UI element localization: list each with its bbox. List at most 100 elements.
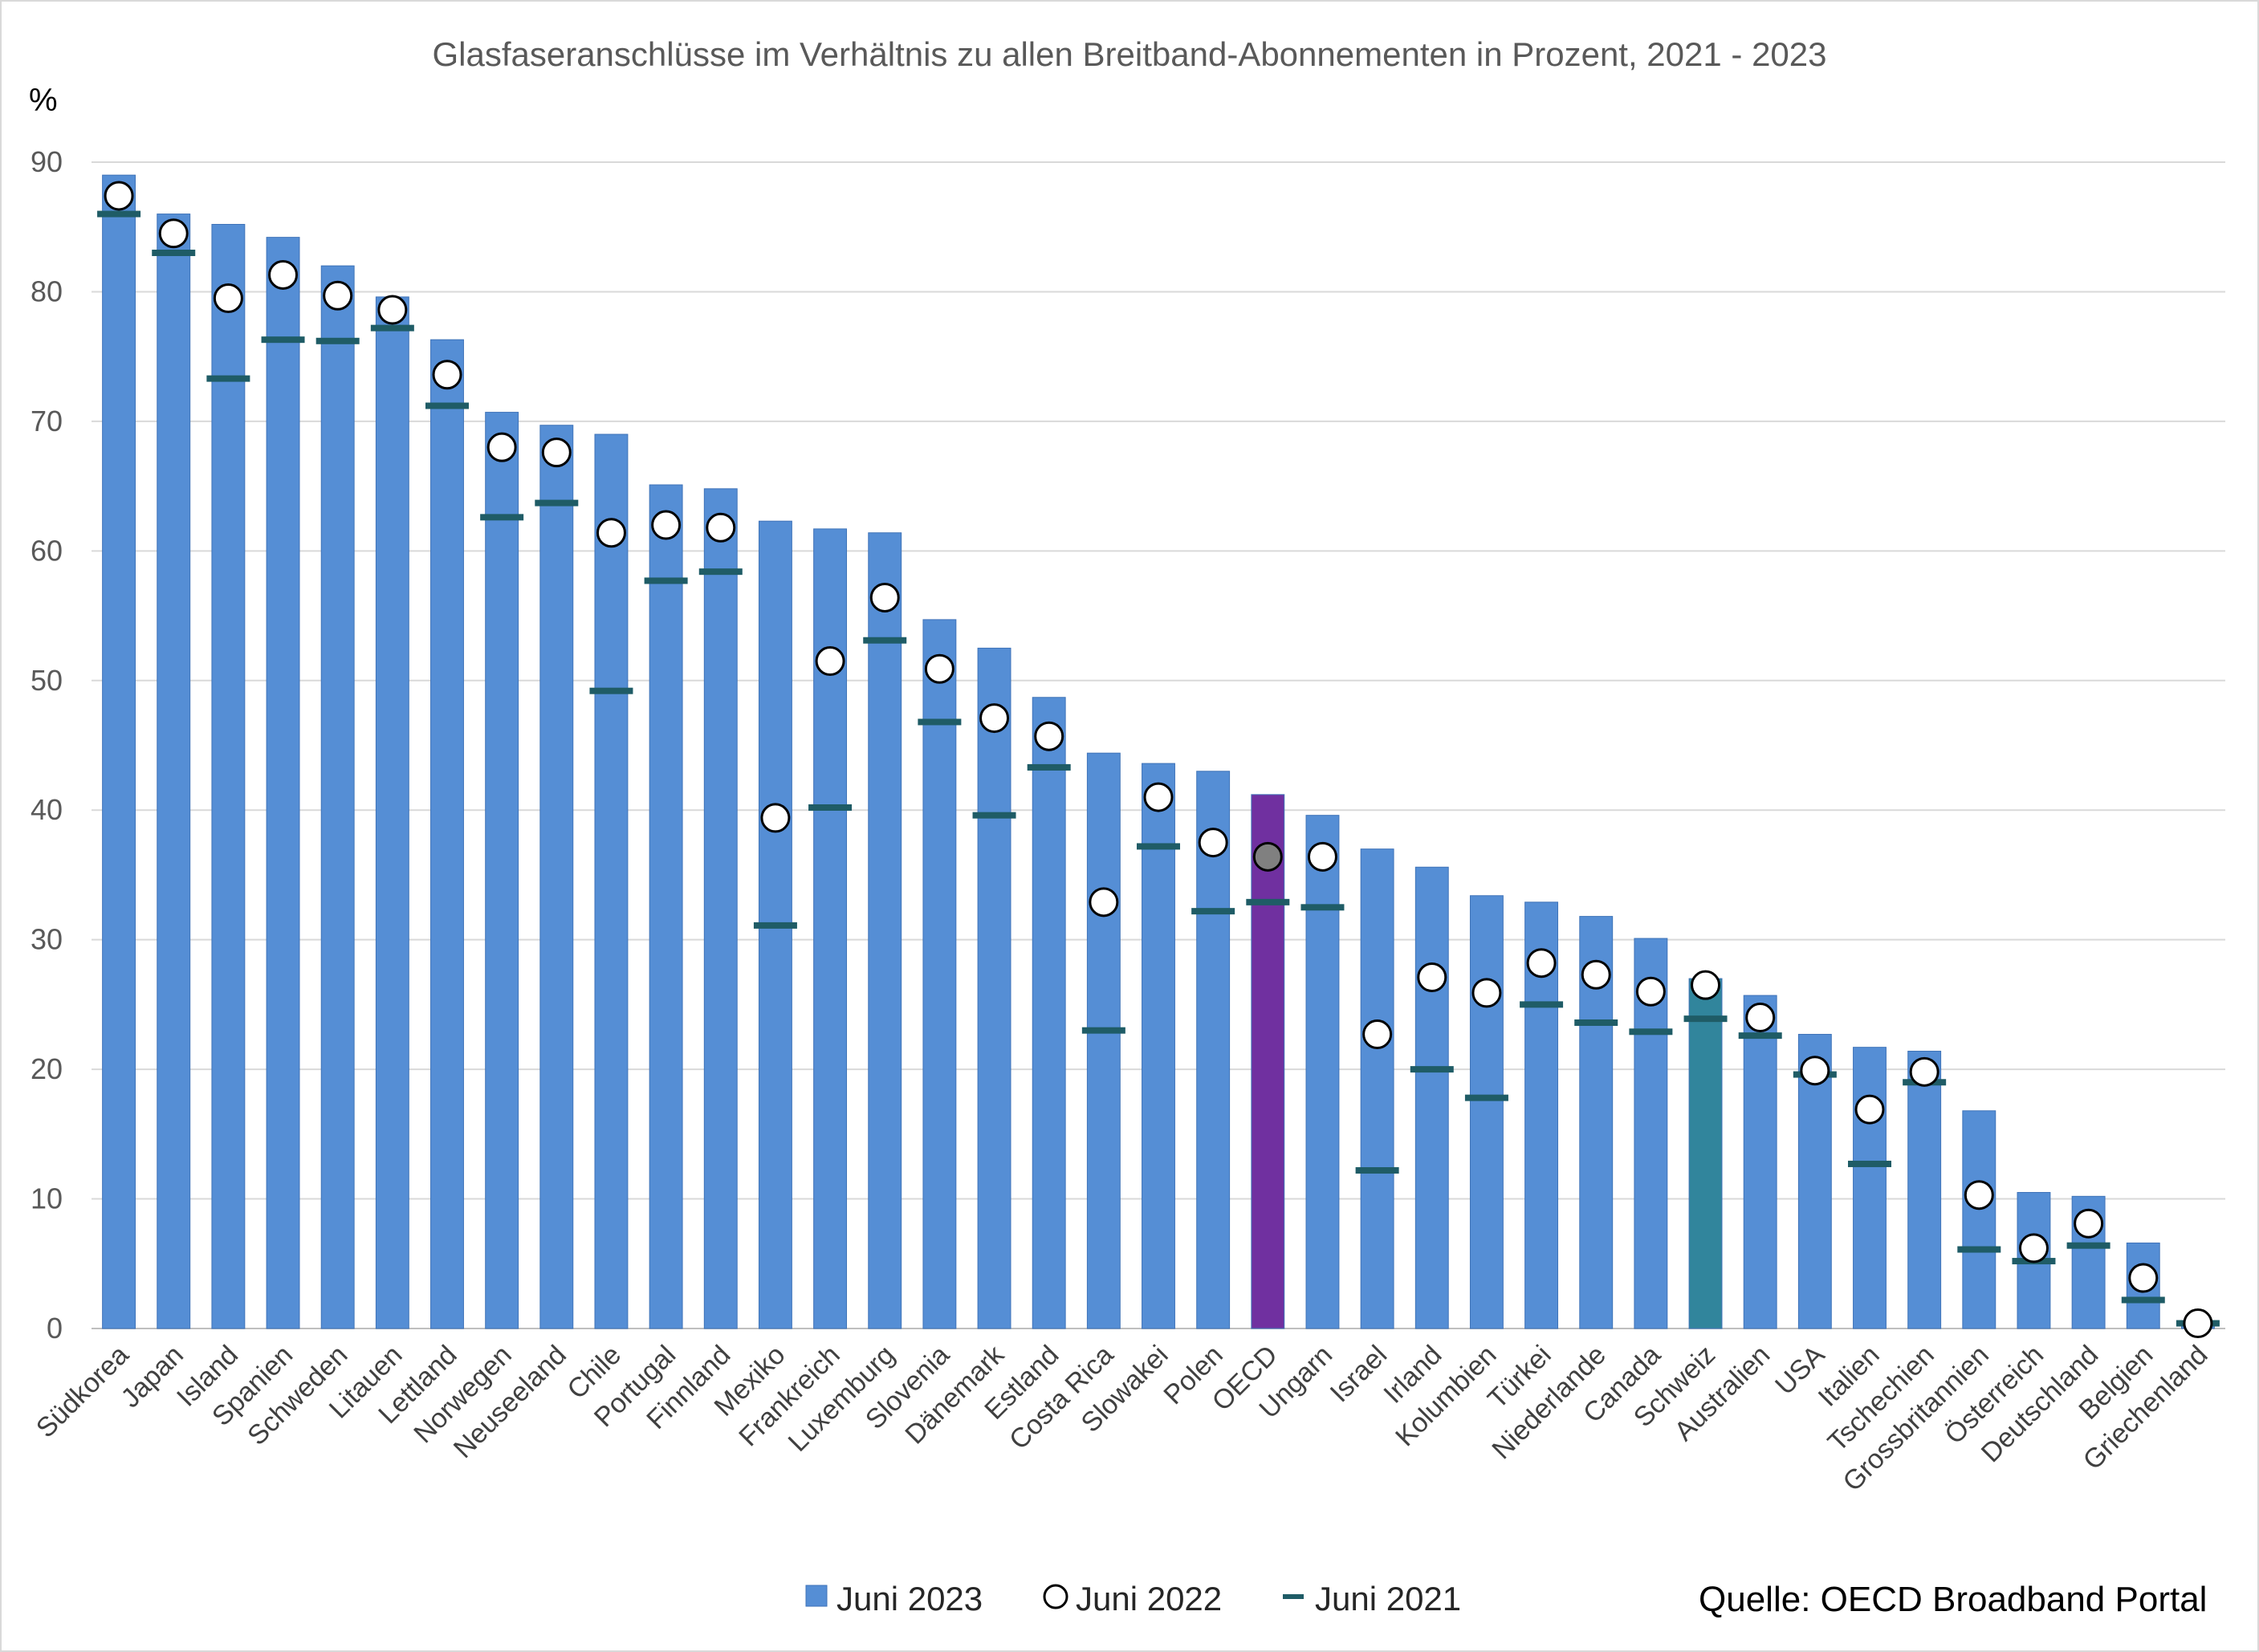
bar-schweden (320, 265, 355, 1329)
legend-swatch-juni-2022 (1043, 1584, 1068, 1609)
y-tick-label-90: 90 (31, 145, 63, 178)
dash-2021-schweden (315, 337, 360, 344)
bar-costa-rica (1086, 752, 1121, 1329)
dash-2021-kolumbien (1464, 1094, 1508, 1101)
circle-2022-irland (1417, 962, 1447, 992)
bar-schweiz (1688, 978, 1723, 1329)
y-axis-unit: % (29, 83, 58, 118)
markers-juni-2022 (104, 181, 2213, 1339)
circle-2022-polen (1198, 828, 1228, 858)
y-axis-ticks: 0 10 20 30 40 50 60 70 80 90 (31, 145, 63, 1345)
x-label-israel: Israel (1325, 1340, 1394, 1409)
bar-slowakei (1142, 763, 1175, 1329)
bar-oecd (1251, 794, 1285, 1329)
circle-2022-finnland (706, 512, 736, 543)
circle-2022-belgien (2128, 1263, 2159, 1293)
circle-2022-schweden (323, 280, 353, 311)
circle-2022-mexiko (760, 803, 791, 833)
legend-label-juni-2022: Juni 2022 (1076, 1580, 1222, 1617)
dash-2021-oecd (1246, 898, 1290, 905)
y-tick-label-50: 50 (31, 664, 63, 697)
bar-grossbritannien (1962, 1110, 1996, 1329)
circle-2022-canada (1635, 976, 1666, 1007)
circle-2022-ungarn (1307, 841, 1337, 872)
bar-irland (1414, 866, 1449, 1329)
dash-2021-slovenia (918, 718, 962, 726)
dash-2021-chile (589, 687, 633, 694)
dash-2021-danemark (972, 812, 1016, 819)
bar-island (211, 223, 246, 1329)
dash-2021-japan (152, 250, 196, 257)
legend-label-juni-2023: Juni 2023 (836, 1580, 983, 1617)
circle-2022-deutschland (2074, 1208, 2104, 1239)
circle-2022-slowakei (1143, 782, 1174, 812)
x-label-japan: Japan (116, 1340, 189, 1414)
bar-finnland (703, 488, 738, 1329)
legend-swatch-juni-2023 (805, 1585, 828, 1607)
dash-2021-canada (1629, 1028, 1673, 1036)
bar-slovenia (922, 619, 957, 1329)
circle-2022-tschechien (1909, 1056, 1939, 1087)
dash-2021-australien (1738, 1032, 1782, 1040)
circle-2022-frankreich (815, 646, 845, 677)
dash-2021-lettland (425, 402, 469, 409)
dash-2021-mexiko (753, 922, 797, 929)
circle-2022-litauen (377, 295, 408, 325)
y-tick-label-10: 10 (31, 1182, 63, 1215)
circle-2022-sudkorea (104, 181, 134, 211)
dash-2021-belgien (2121, 1296, 2165, 1304)
source-note: Quelle: OECD Broadband Portal (1699, 1580, 2207, 1619)
dash-2021-portugal (644, 577, 688, 584)
circle-2022-estland (1034, 721, 1064, 751)
dash-2021-costa-rica (1081, 1027, 1125, 1034)
bar-sudkorea (102, 174, 136, 1329)
dash-2021-norwegen (480, 514, 524, 521)
legend-label-juni-2021: Juni 2021 (1315, 1580, 1461, 1617)
dash-2021-deutschland (2066, 1242, 2110, 1249)
circle-2022-israel (1362, 1019, 1393, 1050)
legend-swatch-juni-2021 (1283, 1594, 1304, 1599)
dash-2021-island (206, 375, 250, 382)
circle-2022-schweiz (1691, 970, 1721, 1000)
circle-2022-island (213, 283, 243, 314)
bar-spanien (266, 237, 300, 1329)
bar-portugal (649, 484, 683, 1329)
circle-2022-italien (1854, 1094, 1885, 1125)
bar-australien (1743, 995, 1777, 1329)
bar-danemark (977, 647, 1011, 1329)
y-tick-label-40: 40 (31, 793, 63, 826)
circle-2022-griechenland (2183, 1308, 2213, 1339)
circle-2022-danemark (979, 703, 1010, 734)
dash-2021-italien (1848, 1160, 1891, 1167)
circle-2022-kolumbien (1471, 978, 1502, 1008)
dash-2021-finnland (698, 568, 743, 576)
dash-2021-grossbritannien (1957, 1246, 2001, 1253)
legend: Juni 2023 Juni 2022 Juni 2021 (805, 1580, 1461, 1617)
bar-israel (1360, 848, 1394, 1329)
dash-2021-luxemburg (863, 637, 907, 644)
circle-2022-spanien (268, 259, 299, 290)
y-tick-label-70: 70 (31, 405, 63, 437)
bar-luxemburg (868, 532, 902, 1329)
dash-2021-niederlande (1574, 1019, 1618, 1026)
dash-2021-ungarn (1300, 904, 1345, 911)
circle-2022-portugal (651, 510, 682, 540)
bar-litauen (375, 296, 409, 1329)
circle-2022-japan (158, 218, 189, 249)
dash-2021-frankreich (808, 804, 853, 811)
bars-juni-2023 (102, 174, 2215, 1329)
bar-lettland (430, 339, 464, 1329)
x-axis-labels: SüdkoreaJapanIslandSpanienSchwedenLitaue… (31, 1339, 2214, 1497)
circle-2022-chile (596, 518, 626, 548)
circle-2022-luxemburg (869, 582, 900, 612)
circle-2022-osterreich (2018, 1233, 2049, 1263)
bar-chile (594, 433, 629, 1329)
dash-2021-schweiz (1683, 1015, 1728, 1023)
circle-2022-lettland (432, 360, 462, 390)
dash-2021-sudkorea (97, 210, 141, 218)
bar-ungarn (1305, 815, 1340, 1329)
bar-neuseeland (539, 425, 574, 1329)
dash-2021-irland (1410, 1066, 1454, 1073)
chart-title: Glasfaseranschlüsse im Verhältnis zu all… (432, 35, 1826, 73)
